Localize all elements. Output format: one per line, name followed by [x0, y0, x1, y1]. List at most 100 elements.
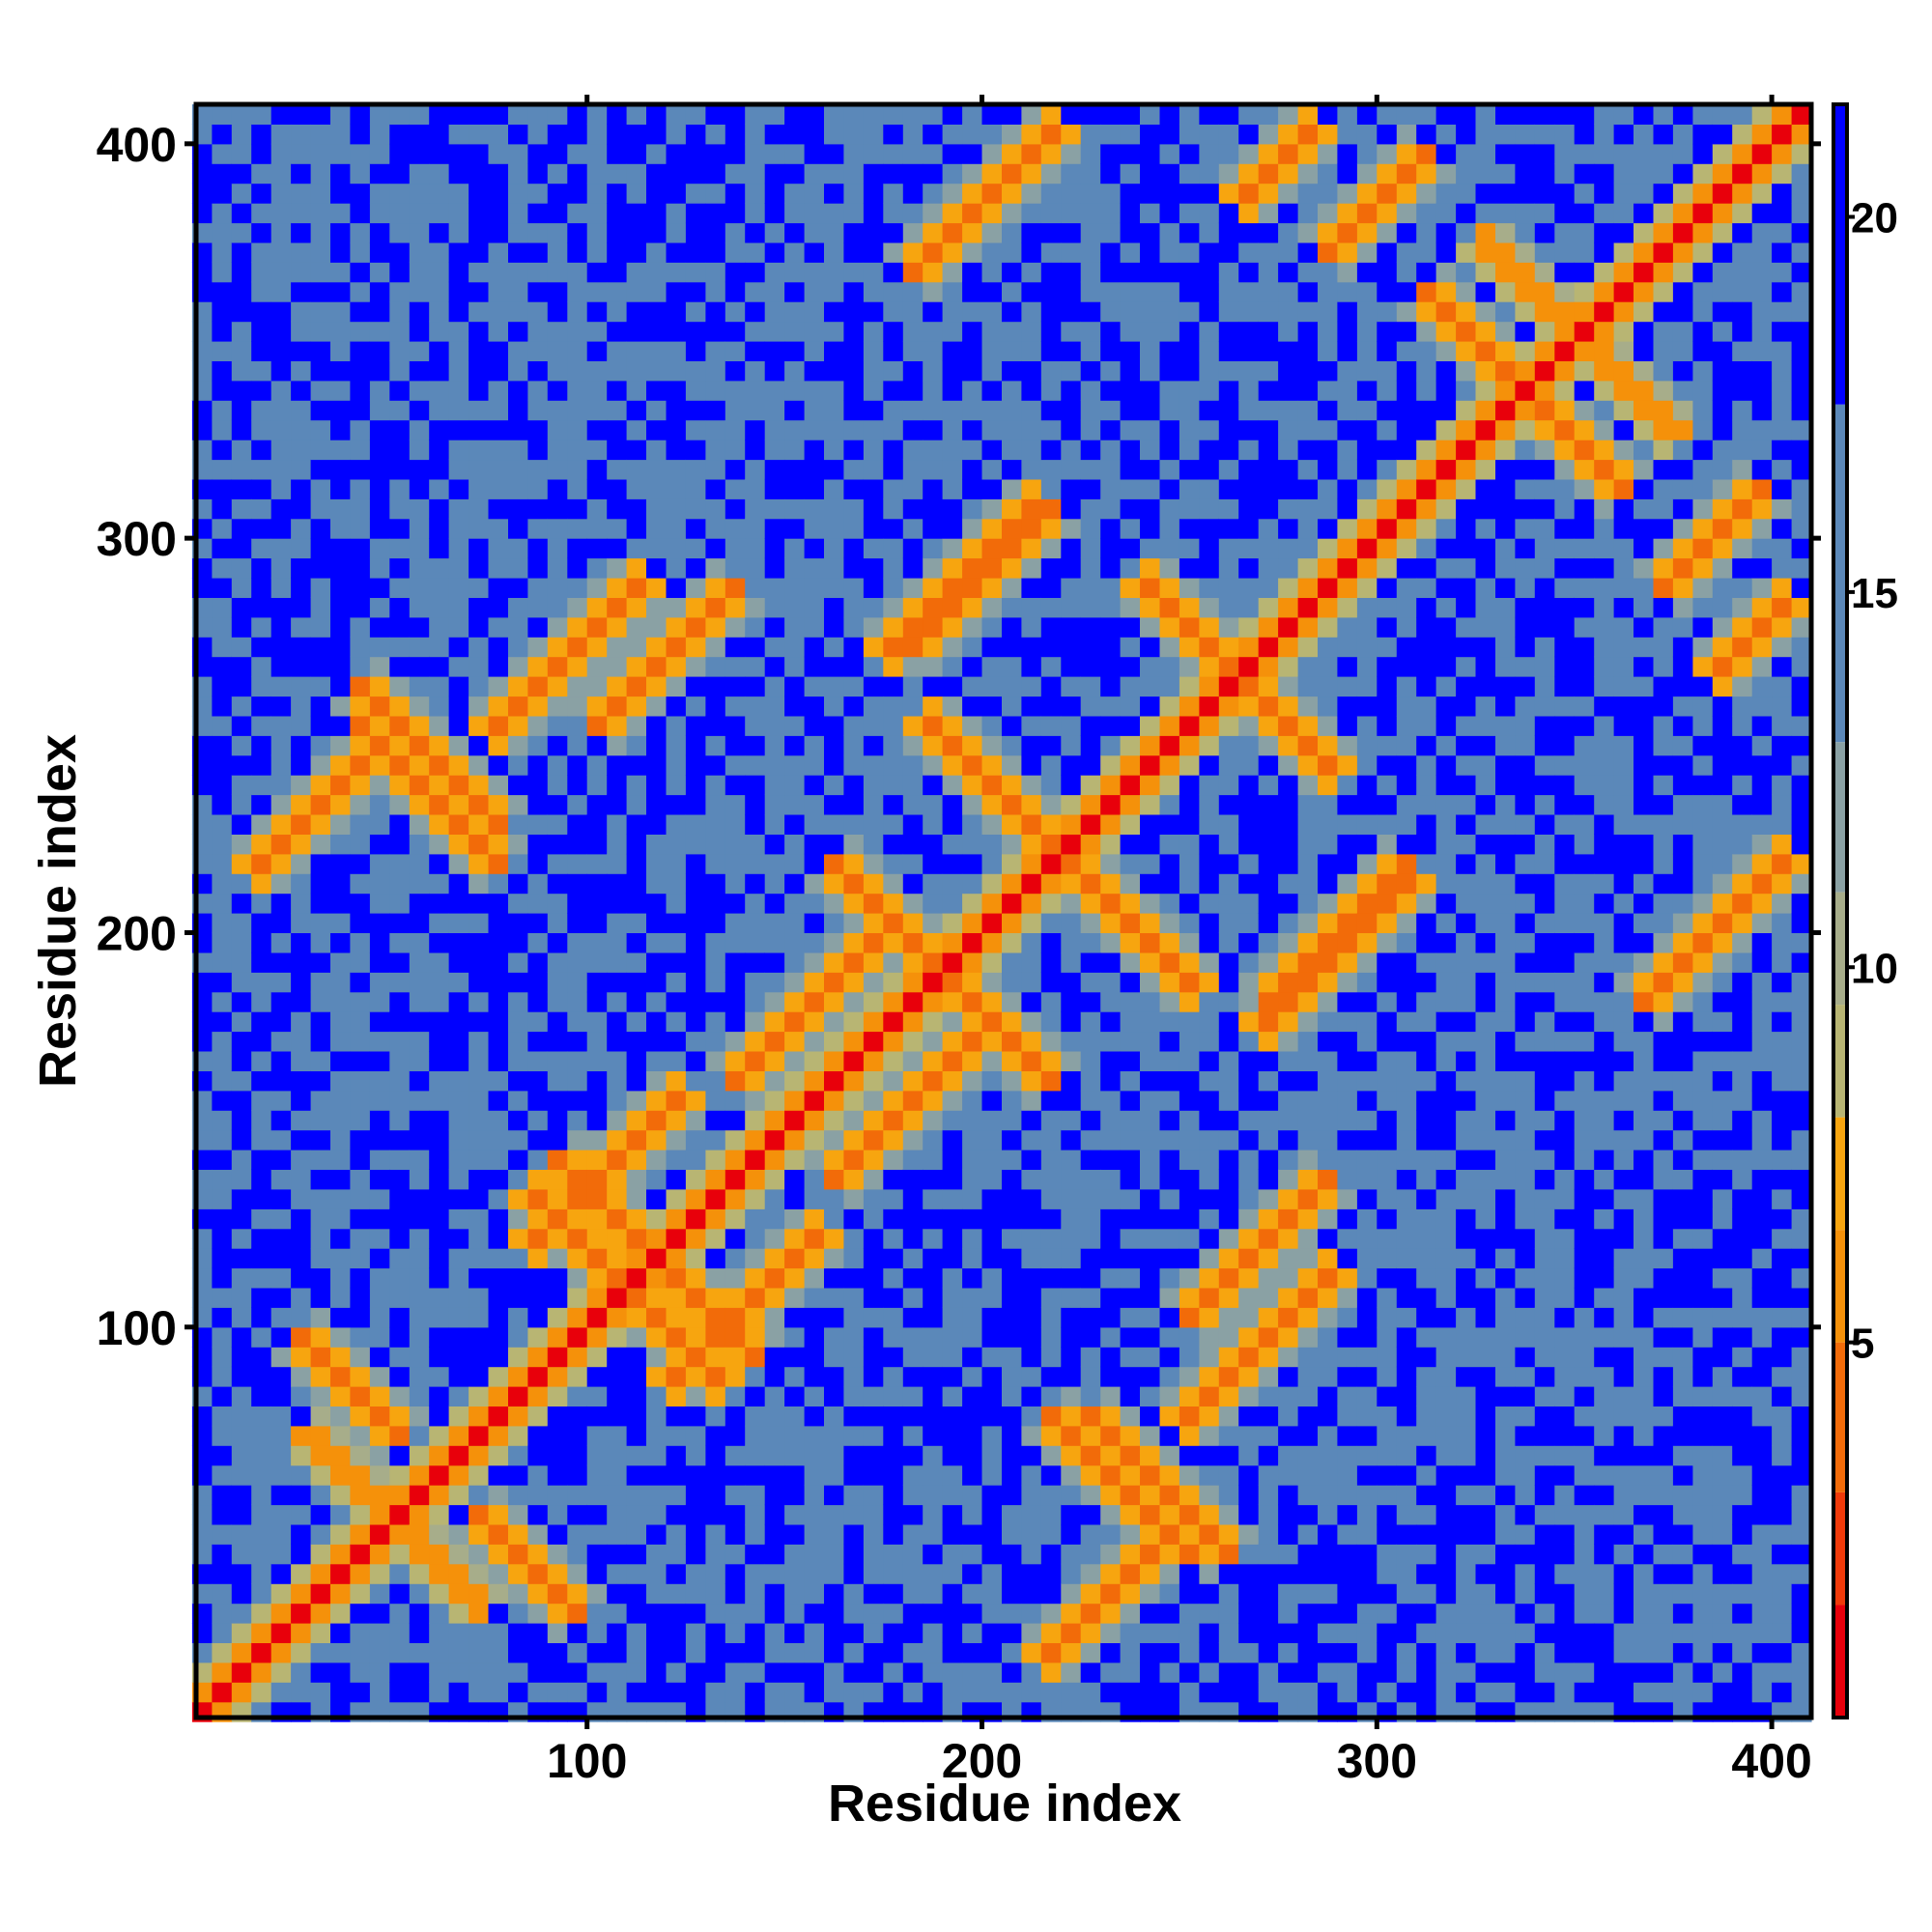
heatmap-cell [1356, 637, 1378, 658]
heatmap-cell [1100, 1031, 1122, 1052]
heatmap-cell [902, 597, 923, 618]
heatmap-cell [369, 853, 390, 874]
heatmap-cell [567, 873, 588, 895]
heatmap-cell [902, 1326, 923, 1348]
heatmap-cell [883, 1523, 904, 1545]
heatmap-cell [429, 1090, 450, 1111]
heatmap-cell [724, 1110, 746, 1131]
heatmap-cell [804, 1150, 825, 1170]
heatmap-cell [409, 557, 430, 579]
heatmap-cell [251, 1011, 272, 1033]
heatmap-cell [1080, 1150, 1101, 1170]
heatmap-cell [1297, 341, 1319, 361]
heatmap-cell [1297, 656, 1319, 677]
heatmap-cell [1297, 1583, 1319, 1605]
heatmap-cell [902, 222, 923, 243]
heatmap-cell [764, 754, 785, 776]
heatmap-cell [291, 1287, 312, 1308]
heatmap-cell [883, 1347, 904, 1368]
heatmap-cell [369, 1090, 390, 1111]
heatmap-cell [646, 991, 667, 1012]
heatmap-cell [409, 715, 430, 736]
heatmap-cell [824, 913, 844, 933]
heatmap-cell [883, 696, 904, 717]
heatmap-cell [429, 1603, 450, 1624]
heatmap-cell [448, 1544, 469, 1565]
heatmap-cell [1002, 853, 1022, 874]
heatmap-cell [212, 1326, 233, 1348]
heatmap-cell [843, 597, 865, 618]
heatmap-cell [745, 222, 766, 243]
heatmap-cell [724, 1386, 746, 1406]
heatmap-cell [1377, 932, 1398, 953]
heatmap-cell [1356, 1544, 1378, 1565]
heatmap-cell [389, 1662, 411, 1683]
heatmap-cell [745, 637, 766, 658]
heatmap-cell [1238, 143, 1260, 164]
heatmap-cell [784, 873, 806, 895]
heatmap-cell [547, 754, 568, 776]
heatmap-cell [1297, 814, 1319, 835]
heatmap-cell [1297, 1406, 1319, 1427]
heatmap-cell [1377, 794, 1398, 815]
heatmap-cell [291, 1307, 312, 1328]
heatmap-cell [251, 972, 272, 993]
heatmap-cell [705, 1544, 726, 1565]
heatmap-cell [1218, 1051, 1239, 1071]
heatmap-cell [685, 222, 706, 243]
heatmap-cell [586, 242, 608, 263]
heatmap-cell [1100, 1662, 1122, 1683]
heatmap-cell [1002, 419, 1022, 440]
heatmap-cell [291, 1544, 312, 1565]
heatmap-cell [1258, 1110, 1279, 1131]
heatmap-cell [745, 1583, 766, 1605]
heatmap-cell [1337, 1583, 1358, 1605]
heatmap-cell [369, 380, 390, 401]
heatmap-cell [843, 1051, 865, 1071]
heatmap-cell [1080, 1445, 1101, 1466]
heatmap-cell [251, 1070, 272, 1092]
heatmap-cell [626, 1603, 647, 1624]
heatmap-cell [626, 321, 647, 342]
heatmap-cell [586, 656, 608, 677]
heatmap-cell [448, 380, 469, 401]
heatmap-cell [1297, 301, 1319, 323]
heatmap-cell [863, 578, 884, 598]
heatmap-cell [685, 1623, 706, 1643]
heatmap-cell [369, 419, 390, 440]
heatmap-cell [547, 1228, 568, 1249]
heatmap-cell [705, 1662, 726, 1683]
heatmap-cell [448, 183, 469, 204]
heatmap-cell [310, 1169, 331, 1190]
heatmap-cell [231, 1326, 252, 1348]
heatmap-cell [784, 478, 806, 499]
heatmap-cell [1377, 834, 1398, 855]
heatmap-cell [764, 873, 785, 895]
heatmap-cell [962, 1070, 983, 1092]
heatmap-cell [291, 222, 312, 243]
heatmap-cell [310, 419, 331, 440]
heatmap-cell [902, 1504, 923, 1525]
heatmap-cell [902, 1169, 923, 1190]
heatmap-cell [527, 696, 549, 717]
heatmap-cell [488, 203, 509, 224]
heatmap-cell [369, 1169, 390, 1190]
heatmap-cell [586, 814, 608, 835]
heatmap-cell [804, 794, 825, 815]
heatmap-cell [527, 1642, 549, 1663]
heatmap-cell [1318, 1662, 1338, 1683]
heatmap-cell [1140, 518, 1160, 539]
heatmap-cell [567, 1150, 588, 1170]
heatmap-cell [1002, 1386, 1022, 1406]
heatmap-cell [547, 1603, 568, 1624]
heatmap-cell [666, 913, 687, 933]
heatmap-cell [666, 1544, 687, 1565]
heatmap-cell [863, 143, 884, 164]
heatmap-cell [646, 518, 667, 539]
heatmap-cell [883, 794, 904, 815]
heatmap-cell [448, 1445, 469, 1466]
heatmap-cell [902, 518, 923, 539]
heatmap-cell [508, 1662, 528, 1683]
heatmap-cell [784, 1563, 806, 1584]
heatmap-cell [547, 932, 568, 953]
